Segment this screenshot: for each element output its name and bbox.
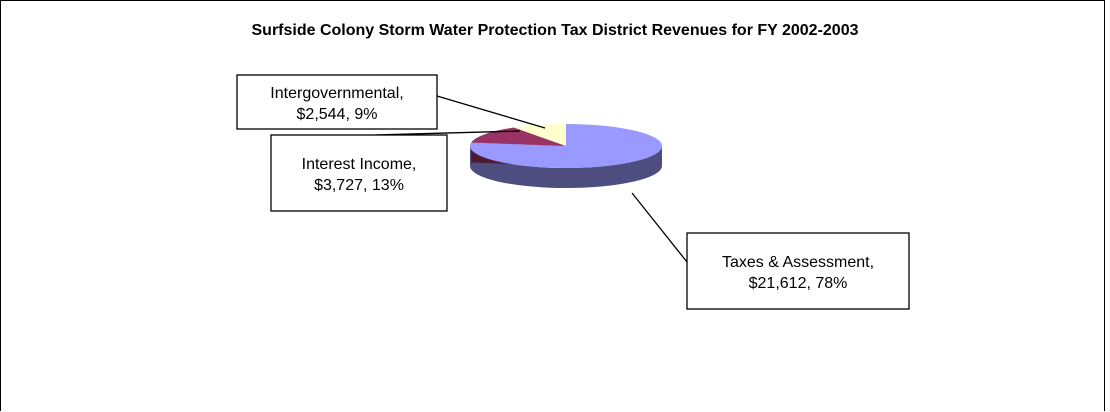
leader-line-interest-income (374, 130, 521, 136)
leader-line-intergovernmental (436, 95, 546, 129)
leader-line-taxes-assessment (631, 192, 688, 263)
data-label-intergovernmental-line2: $2,544, 9% (297, 106, 378, 123)
label-box-intergovernmental (236, 74, 438, 130)
data-label-interest-income-line2: $3,727, 13% (314, 177, 404, 194)
label-box-interest-income (270, 134, 448, 212)
data-label-taxes-assessment-line2: $21,612, 78% (749, 275, 848, 292)
label-box-taxes-assessment (686, 232, 910, 310)
pie-slice-intergovernmental (513, 124, 566, 146)
data-label-interest-income-line1: Interest Income, (302, 156, 417, 173)
chart-title: Surfside Colony Storm Water Protection T… (251, 22, 859, 39)
data-labels: Taxes & Assessment, $21,612, 78% Interest … (236, 74, 910, 310)
pie-top (469, 124, 662, 168)
data-label-taxes-assessment-line1: Taxes & Assessment, (722, 254, 874, 271)
data-label-intergovernmental-line1: Intergovernmental, (270, 85, 403, 102)
pie-side-taxes-assessment (470, 146, 662, 188)
